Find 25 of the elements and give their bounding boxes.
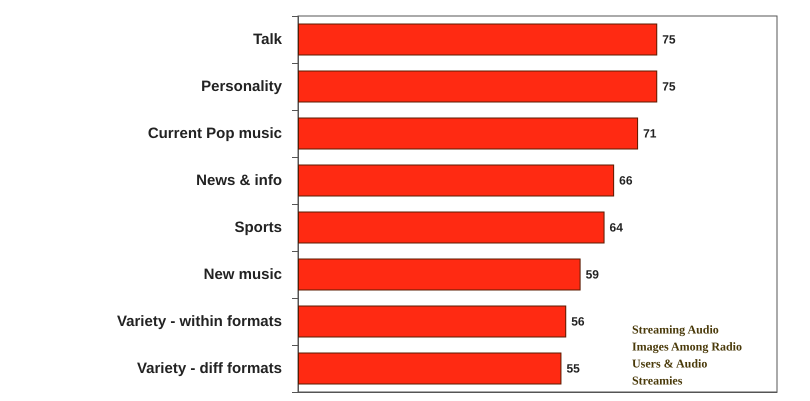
data-label: 59 [586, 268, 600, 282]
y-tick-label: Talk [253, 31, 283, 48]
bar [298, 258, 581, 290]
y-tick-label: Sports [234, 219, 282, 236]
bar [298, 70, 658, 102]
bar [298, 164, 614, 196]
data-label: 64 [610, 220, 624, 234]
bar [298, 118, 638, 150]
y-tick-label: Variety - within formats [116, 313, 282, 330]
data-label: 75 [662, 32, 676, 46]
y-tick-label: Current Pop music [148, 125, 282, 142]
y-tick-label: New music [204, 266, 282, 283]
annotation: Streaming Audio Images Among Radio Users & Audio Streamies [632, 322, 746, 388]
y-tick-label: Variety - diff formats [136, 360, 282, 377]
y-tick-label: Personality [201, 78, 283, 95]
y-tick-label: News & info [196, 172, 282, 189]
data-label: 71 [643, 126, 657, 140]
bar [298, 306, 566, 338]
bar [298, 212, 605, 244]
data-label: 56 [571, 314, 585, 328]
bar [298, 352, 562, 384]
data-label: 55 [566, 362, 580, 376]
bar [298, 24, 658, 56]
data-label: 75 [662, 80, 676, 94]
data-label: 66 [619, 174, 633, 188]
